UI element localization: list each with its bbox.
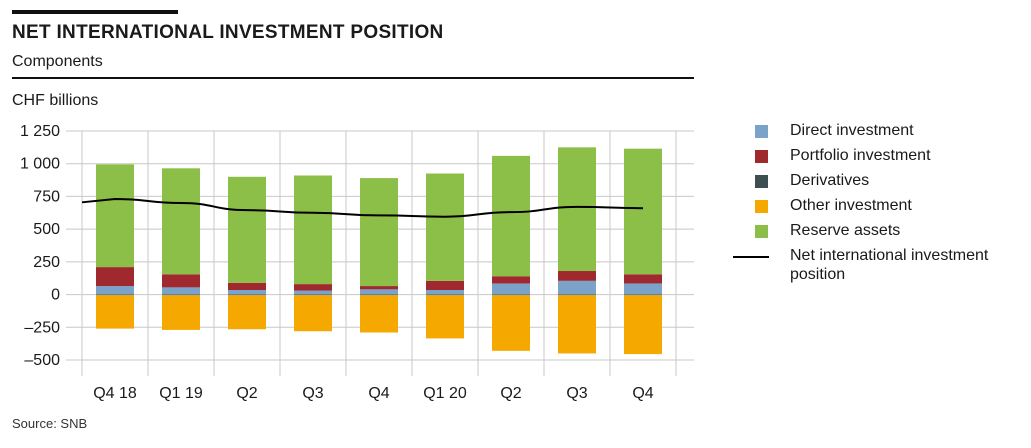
y-axis-unit-label: CHF billions [12,92,99,109]
bar-segment-portfolio-investment [558,271,596,281]
bar-segment-portfolio-investment [360,286,398,290]
x-tick-label: Q3 [302,385,323,402]
y-tick-label: 1 000 [20,156,60,173]
bar-segment-reserve-assets [294,175,332,285]
y-tick-label: –500 [24,352,60,369]
legend-label: Net international investment position [790,247,989,283]
bar-segment-reserve-assets [360,178,398,287]
bar-segment-portfolio-investment [162,274,200,288]
legend-swatch-portfolio-investment [755,150,768,163]
legend-line-net-position [733,256,769,258]
bar-segment-direct-investment [426,289,464,295]
bar-segment-derivatives [360,294,398,296]
bar-segment-portfolio-investment [228,282,266,290]
x-tick-label: Q4 [368,385,389,402]
bar-segment-portfolio-investment [624,274,662,284]
x-tick-label: Q2 [500,385,521,402]
x-tick-label: Q4 18 [93,385,137,402]
y-tick-label: 500 [33,221,60,238]
bar-segment-reserve-assets [228,176,266,283]
bar-segment-portfolio-investment [426,280,464,290]
legend-swatch-reserve-assets [755,225,768,238]
bar-segment-other-investment [294,295,332,332]
bar-segment-other-investment [162,295,200,330]
legend-label: Portfolio investment [790,147,931,164]
y-tick-label: –250 [24,319,60,336]
y-tick-label: 0 [51,287,60,304]
y-tick-label: 750 [33,188,60,205]
title-accent-rule [12,10,178,14]
bar-segment-reserve-assets [624,148,662,275]
bar-segment-direct-investment [294,290,332,295]
legend-label: Other investment [790,197,912,214]
x-tick-label: Q1 19 [159,385,203,402]
x-tick-label: Q1 20 [423,385,467,402]
bar-segment-reserve-assets [162,168,200,275]
bar-segment-reserve-assets [96,164,134,268]
bar-segment-other-investment [96,295,134,329]
legend-label: Direct investment [790,122,914,139]
y-tick-label: 1 250 [20,123,60,140]
bar-segment-reserve-assets [492,155,530,277]
bar-segment-other-investment [624,295,662,355]
legend-label: Reserve assets [790,222,901,239]
chart-subtitle: Components [12,53,103,70]
bar-segment-derivatives [426,294,464,296]
bar-segment-direct-investment [228,289,266,295]
bar-segment-other-investment [492,295,530,351]
bar-segment-other-investment [558,295,596,354]
bar-segment-derivatives [228,294,266,296]
bar-segment-derivatives [624,294,662,296]
legend-swatch-direct-investment [755,125,768,138]
legend-label: Derivatives [790,172,870,189]
chart-title: NET INTERNATIONAL INVESTMENT POSITION [12,22,444,43]
bar-segment-direct-investment [360,289,398,295]
bar-segment-derivatives [96,294,134,296]
bar-segment-portfolio-investment [294,284,332,291]
y-tick-label: 250 [33,254,60,271]
bar-segment-other-investment [228,295,266,330]
x-tick-label: Q3 [566,385,587,402]
bar-segment-reserve-assets [426,173,464,281]
bar-segment-portfolio-investment [492,276,530,284]
source-note: Source: SNB [12,416,88,431]
bar-segment-direct-investment [558,280,596,295]
x-tick-label: Q2 [236,385,257,402]
bar-segment-direct-investment [492,283,530,295]
subtitle-rule [12,77,694,79]
bar-segment-derivatives [558,294,596,296]
bar-segment-derivatives [294,294,332,296]
legend-swatch-derivatives [755,175,768,188]
bar-segment-other-investment [426,295,464,339]
bar-segment-reserve-assets [558,147,596,272]
bar-segment-direct-investment [96,286,134,295]
bar-segment-direct-investment [624,283,662,295]
bar-segment-other-investment [360,295,398,333]
bar-segment-derivatives [162,294,200,296]
legend-swatch-other-investment [755,200,768,213]
bar-segment-portfolio-investment [96,267,134,287]
x-tick-label: Q4 [632,385,653,402]
bar-segment-derivatives [492,294,530,296]
bar-segment-direct-investment [162,287,200,295]
net-position-line [81,198,644,218]
